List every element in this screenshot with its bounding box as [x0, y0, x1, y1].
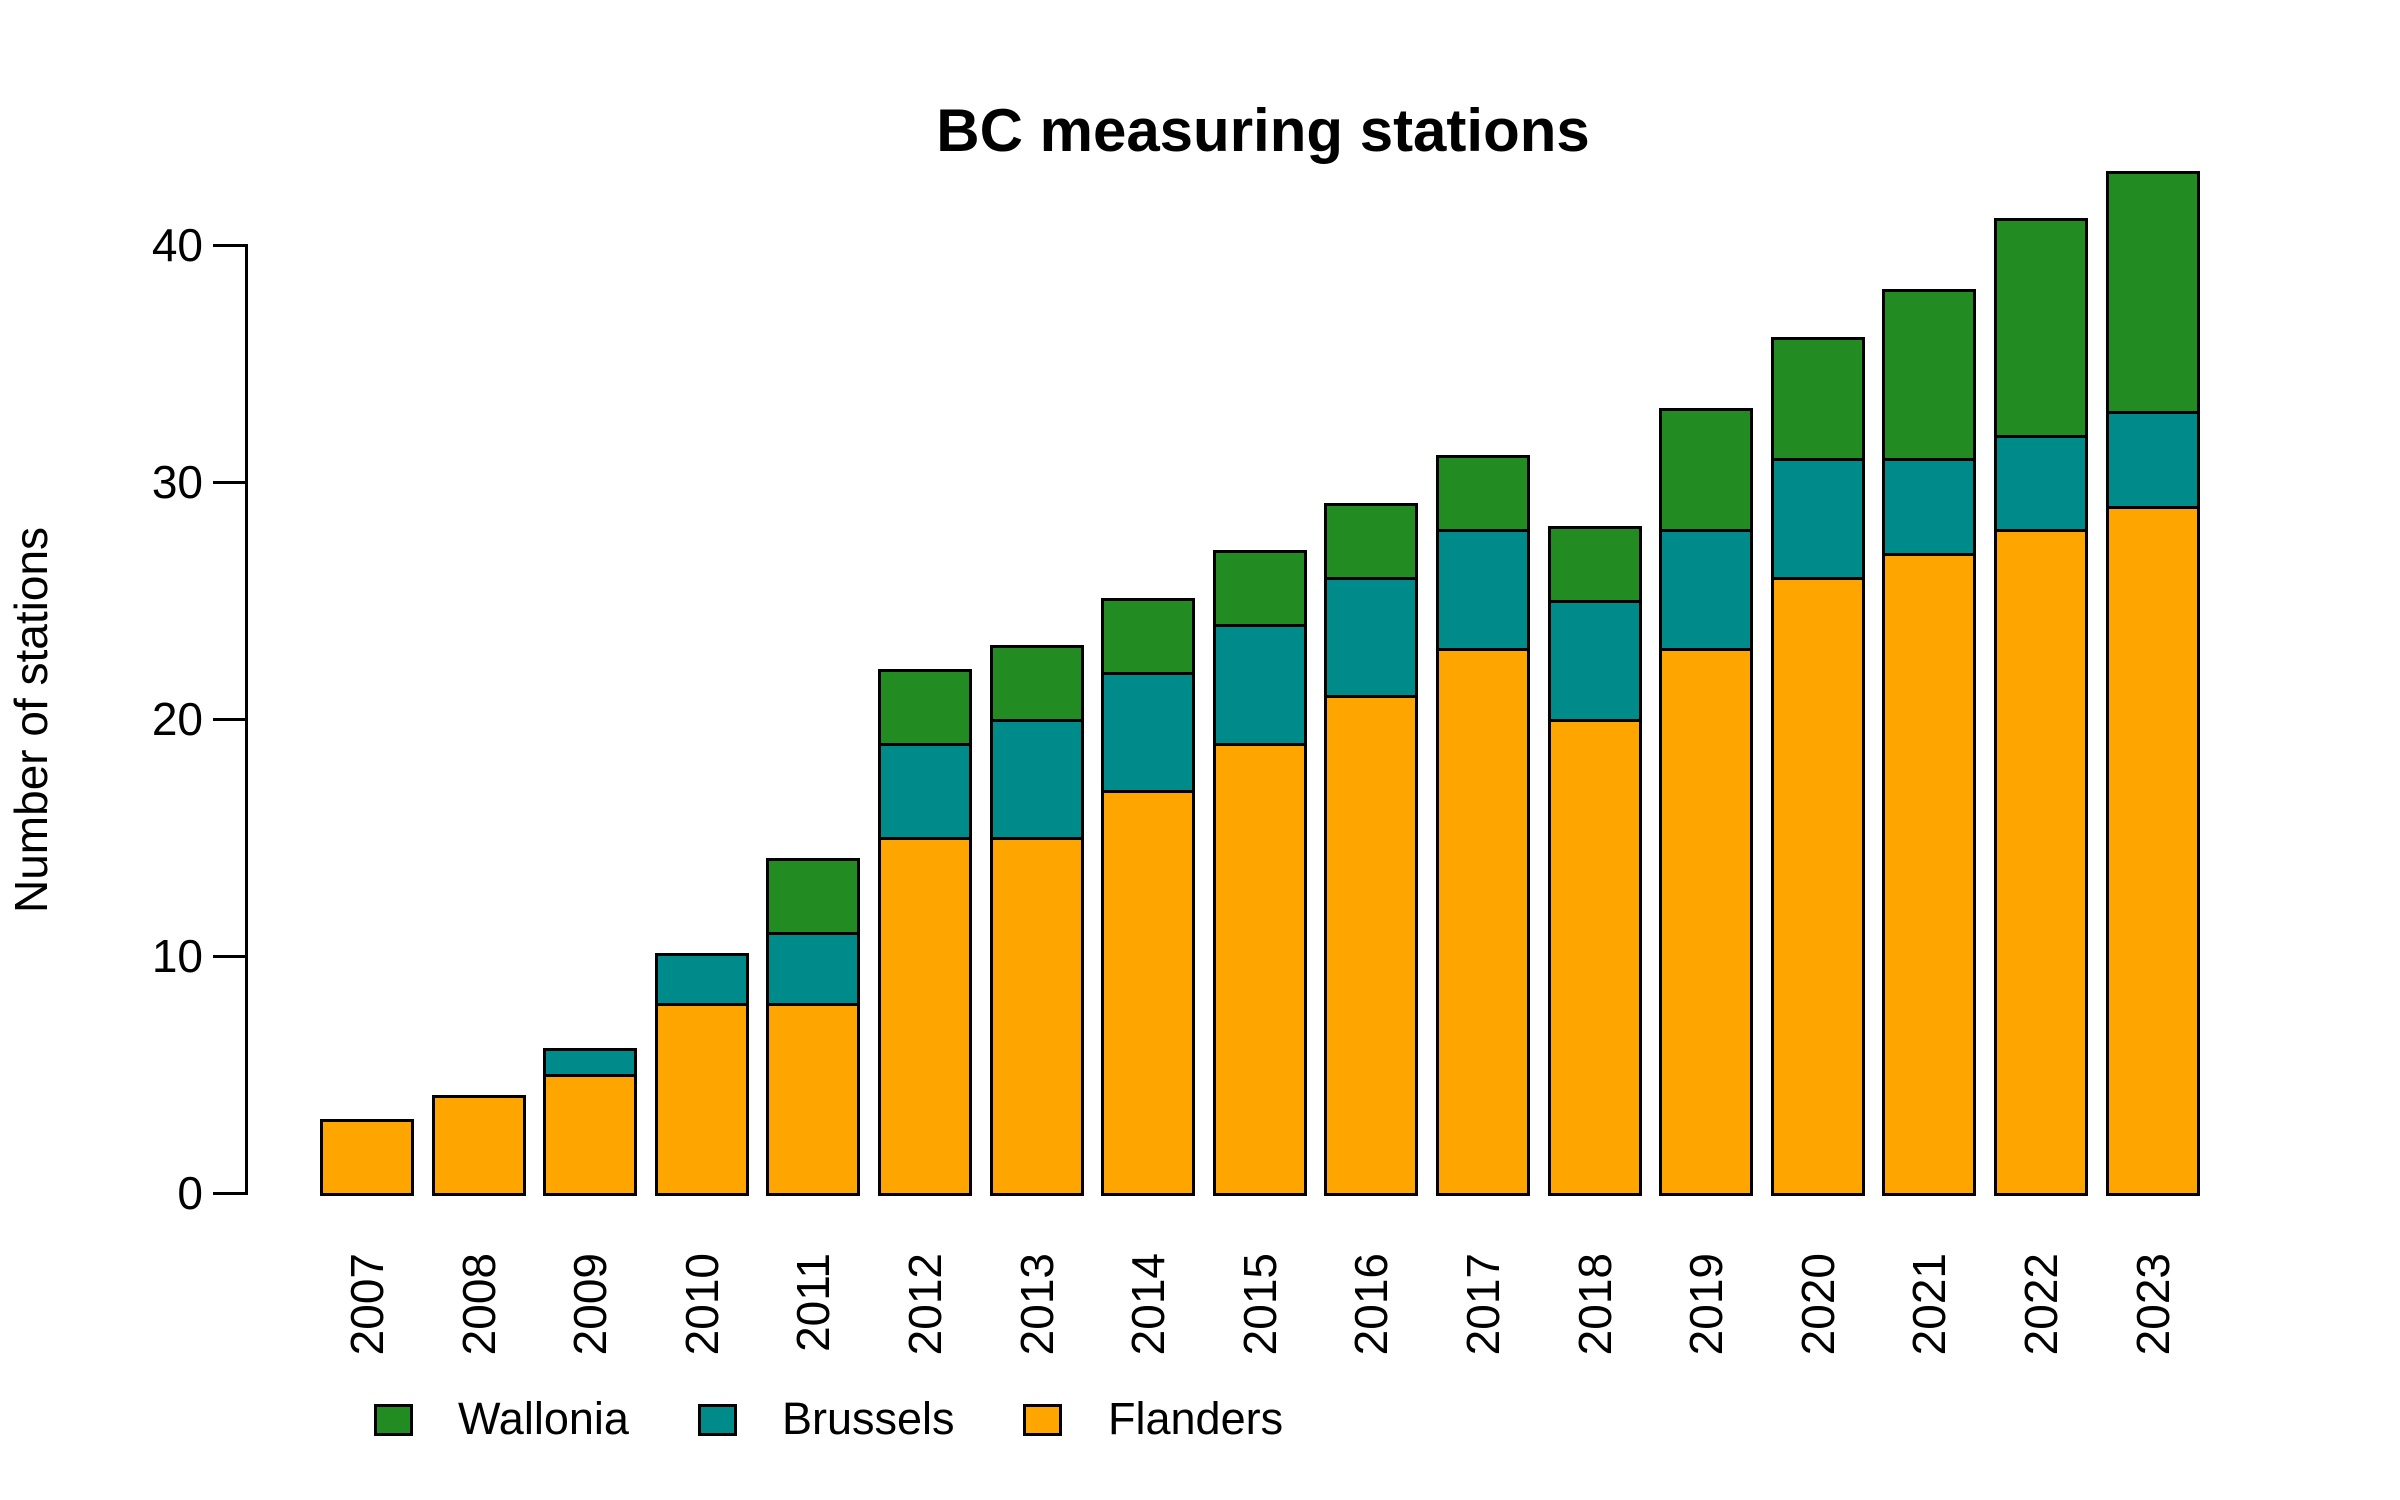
x-year-label: 2007 — [341, 1253, 393, 1356]
x-year-label: 2017 — [1457, 1253, 1509, 1356]
bar-2018 — [1547, 526, 1642, 1196]
bar-segment-brussels — [769, 932, 858, 1004]
y-axis-line — [245, 244, 248, 1195]
x-year-label: 2023 — [2126, 1253, 2179, 1356]
bar-2015 — [1212, 550, 1307, 1196]
bar-segment-flanders — [434, 1098, 523, 1193]
y-tick-mark — [213, 954, 246, 958]
bar-segment-brussels — [1662, 529, 1751, 648]
bar-2022 — [1994, 218, 2088, 1196]
bar-2013 — [989, 644, 1084, 1196]
x-year-label: 2015 — [1233, 1253, 1286, 1356]
bar-segment-flanders — [546, 1074, 635, 1193]
bar-2012 — [878, 668, 972, 1196]
bar-segment-wallonia — [1885, 292, 1974, 459]
bar-2017 — [1436, 455, 1530, 1196]
bar-2011 — [766, 858, 861, 1196]
bar-segment-wallonia — [1773, 339, 1862, 459]
bar-2007 — [320, 1118, 414, 1196]
bar-segment-brussels — [1885, 458, 1974, 554]
bar-segment-flanders — [323, 1121, 411, 1193]
legend-swatch-wallonia — [374, 1404, 413, 1436]
x-year-label: 2016 — [1345, 1253, 1398, 1356]
x-year-label: 2012 — [899, 1253, 951, 1356]
x-year-label: 2014 — [1122, 1253, 1175, 1356]
bar-segment-brussels — [2108, 410, 2197, 506]
y-tick-mark — [213, 1191, 246, 1195]
x-year-label: 2021 — [1903, 1253, 1956, 1356]
x-year-label: 2009 — [564, 1253, 617, 1356]
bar-segment-flanders — [769, 1003, 858, 1193]
bar-segment-flanders — [1997, 529, 2085, 1193]
bar-segment-wallonia — [881, 671, 969, 743]
bar-segment-flanders — [1662, 647, 1751, 1193]
x-year-label: 2008 — [452, 1253, 505, 1356]
bar-segment-flanders — [1439, 647, 1527, 1193]
y-tick-label: 0 — [177, 1167, 203, 1219]
bar-segment-wallonia — [769, 861, 858, 933]
bar-segment-wallonia — [2108, 173, 2197, 411]
bar-segment-flanders — [1885, 553, 1974, 1193]
bar-segment-wallonia — [1104, 600, 1193, 672]
bar-segment-flanders — [881, 837, 969, 1193]
y-tick-label: 30 — [151, 456, 203, 508]
y-axis-title: Number of stations — [5, 526, 57, 914]
bar-segment-brussels — [1327, 576, 1416, 696]
legend-swatch-brussels — [698, 1404, 737, 1436]
bar-segment-brussels — [881, 742, 969, 838]
y-tick-label: 10 — [151, 930, 203, 982]
bar-segment-flanders — [2108, 505, 2197, 1193]
bar-segment-brussels — [992, 718, 1081, 838]
y-tick-mark — [213, 480, 246, 484]
y-tick-label: 40 — [151, 219, 203, 271]
chart-title: BC measuring stations — [936, 97, 1590, 164]
x-year-label: 2018 — [1568, 1253, 1621, 1356]
bar-2008 — [431, 1095, 526, 1196]
x-year-label: 2013 — [1010, 1253, 1063, 1356]
bar-2009 — [543, 1047, 638, 1196]
bar-segment-flanders — [657, 1003, 746, 1193]
bar-segment-brussels — [1439, 529, 1527, 648]
bar-segment-wallonia — [1439, 458, 1527, 530]
y-tick-mark — [213, 243, 246, 247]
bar-segment-brussels — [1997, 434, 2085, 530]
bar-segment-wallonia — [1327, 505, 1416, 577]
bar-segment-brussels — [657, 956, 746, 1004]
bar-2023 — [2105, 170, 2200, 1196]
bar-2019 — [1659, 407, 1754, 1196]
legend-label-wallonia: Wallonia — [458, 1393, 629, 1444]
bar-segment-brussels — [1550, 600, 1639, 719]
bar-2014 — [1101, 597, 1196, 1196]
x-year-label: 2020 — [1791, 1253, 1844, 1356]
bar-segment-brussels — [546, 1050, 635, 1075]
legend-swatch-flanders — [1023, 1404, 1062, 1436]
legend-label-brussels: Brussels — [782, 1393, 955, 1444]
bar-segment-flanders — [1104, 790, 1193, 1193]
x-year-label: 2010 — [675, 1253, 728, 1356]
x-year-label: 2019 — [1680, 1253, 1733, 1356]
x-year-label: 2022 — [2015, 1253, 2067, 1356]
bar-segment-flanders — [992, 837, 1081, 1193]
bar-segment-brussels — [1104, 671, 1193, 791]
x-year-label: 2011 — [787, 1253, 840, 1352]
bar-2010 — [654, 953, 749, 1196]
legend-label-flanders: Flanders — [1108, 1393, 1284, 1444]
bar-2021 — [1882, 289, 1977, 1196]
bar-segment-brussels — [1215, 624, 1304, 743]
bar-segment-wallonia — [1215, 553, 1304, 625]
y-tick-label: 20 — [151, 693, 203, 745]
bar-segment-flanders — [1550, 718, 1639, 1193]
bar-segment-wallonia — [1550, 529, 1639, 601]
bar-segment-wallonia — [1997, 221, 2085, 435]
bar-segment-brussels — [1773, 458, 1862, 577]
bar-segment-wallonia — [1662, 410, 1751, 530]
bar-segment-flanders — [1215, 742, 1304, 1193]
bar-segment-flanders — [1773, 576, 1862, 1193]
bar-2020 — [1770, 336, 1865, 1196]
y-tick-mark — [213, 717, 246, 721]
bar-segment-wallonia — [992, 647, 1081, 719]
bar-2016 — [1324, 502, 1419, 1196]
bar-segment-flanders — [1327, 695, 1416, 1193]
